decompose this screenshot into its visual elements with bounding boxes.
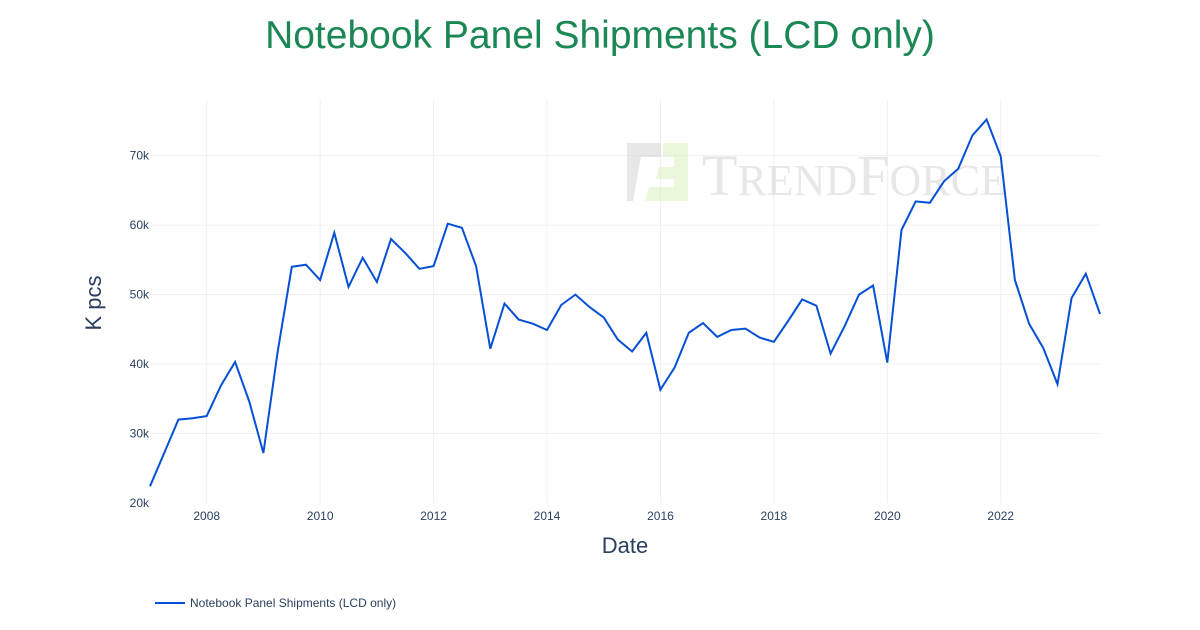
x-tick-label: 2012 (420, 509, 447, 523)
data-point[interactable] (1096, 310, 1104, 318)
data-point[interactable] (259, 449, 267, 457)
y-tick-label: 50k (130, 288, 150, 302)
x-tick-label: 2016 (647, 509, 674, 523)
data-point[interactable] (983, 115, 991, 123)
data-point[interactable] (458, 224, 466, 232)
chart-title: Notebook Panel Shipments (LCD only) (265, 14, 935, 57)
data-point[interactable] (571, 291, 579, 299)
series-line (149, 117, 1101, 487)
watermark-logo-mark (645, 143, 688, 201)
data-point[interactable] (217, 382, 225, 390)
y-tick-label: 20k (130, 496, 150, 510)
data-point[interactable] (827, 350, 835, 358)
data-point[interactable] (1082, 270, 1090, 278)
data-point[interactable] (1025, 320, 1033, 328)
data-point[interactable] (671, 364, 679, 372)
data-point[interactable] (245, 398, 253, 406)
data-point[interactable] (642, 329, 650, 337)
data-point[interactable] (997, 152, 1005, 160)
watermark-logo-mark (627, 143, 661, 201)
data-point[interactable] (543, 326, 551, 334)
data-point[interactable] (160, 449, 168, 457)
data-point[interactable] (954, 165, 962, 173)
data-point[interactable] (713, 333, 721, 341)
x-tick-label: 2014 (534, 509, 561, 523)
data-point[interactable] (444, 220, 452, 228)
data-point[interactable] (529, 320, 537, 328)
watermark-text: TRENDFORCE (702, 143, 1007, 208)
data-point[interactable] (1068, 294, 1076, 302)
data-point[interactable] (274, 348, 282, 356)
data-point[interactable] (940, 177, 948, 185)
y-tick-label: 60k (130, 218, 150, 232)
data-point[interactable] (430, 262, 438, 270)
legend[interactable]: Notebook Panel Shipments (LCD only) (155, 596, 396, 610)
data-point[interactable] (926, 199, 934, 207)
data-point[interactable] (401, 249, 409, 257)
data-point[interactable] (231, 358, 239, 366)
data-point[interactable] (345, 283, 353, 291)
legend-swatch (155, 602, 185, 604)
data-point[interactable] (387, 235, 395, 243)
data-point[interactable] (614, 336, 622, 344)
data-point[interactable] (1011, 276, 1019, 284)
data-point[interactable] (756, 334, 764, 342)
data-point[interactable] (841, 322, 849, 330)
data-point[interactable] (897, 226, 905, 234)
x-tick-label: 2020 (874, 509, 901, 523)
data-point[interactable] (288, 263, 296, 271)
data-point[interactable] (330, 229, 338, 237)
x-tick-label: 2018 (761, 509, 788, 523)
y-axis-title: K pcs (81, 275, 106, 330)
data-point[interactable] (855, 291, 863, 299)
data-point[interactable] (727, 326, 735, 334)
data-point[interactable] (515, 316, 523, 324)
data-point[interactable] (302, 261, 310, 269)
data-point[interactable] (472, 262, 480, 270)
data-point[interactable] (912, 197, 920, 205)
data-point[interactable] (784, 317, 792, 325)
data-point[interactable] (699, 319, 707, 327)
data-point[interactable] (770, 338, 778, 346)
x-tick-label: 2008 (193, 509, 220, 523)
data-point[interactable] (656, 386, 664, 394)
data-point[interactable] (812, 302, 820, 310)
y-tick-label: 40k (130, 357, 150, 371)
data-point[interactable] (600, 313, 608, 321)
data-point[interactable] (798, 295, 806, 303)
y-tick-label: 30k (130, 427, 150, 441)
data-point[interactable] (685, 329, 693, 337)
x-tick-label: 2010 (307, 509, 334, 523)
data-point[interactable] (869, 282, 877, 290)
legend-label: Notebook Panel Shipments (LCD only) (190, 596, 397, 610)
trendforce-watermark: TRENDFORCE (627, 143, 1007, 208)
data-point[interactable] (146, 482, 154, 490)
data-point[interactable] (968, 131, 976, 139)
data-point[interactable] (883, 359, 891, 367)
data-point[interactable] (203, 412, 211, 420)
data-point[interactable] (586, 303, 594, 311)
data-point[interactable] (628, 348, 636, 356)
data-point[interactable] (415, 265, 423, 273)
data-point[interactable] (486, 345, 494, 353)
data-point[interactable] (1039, 344, 1047, 352)
data-point[interactable] (359, 254, 367, 262)
y-tick-label: 70k (130, 149, 150, 163)
data-point[interactable] (373, 278, 381, 286)
data-point[interactable] (500, 300, 508, 308)
x-axis-title: Date (602, 533, 648, 558)
x-tick-label: 2022 (987, 509, 1014, 523)
data-point[interactable] (742, 325, 750, 333)
data-point[interactable] (1053, 380, 1061, 388)
grid (150, 100, 1100, 503)
data-point[interactable] (557, 301, 565, 309)
data-point[interactable] (189, 414, 197, 422)
data-point[interactable] (174, 416, 182, 424)
data-point[interactable] (316, 276, 324, 284)
